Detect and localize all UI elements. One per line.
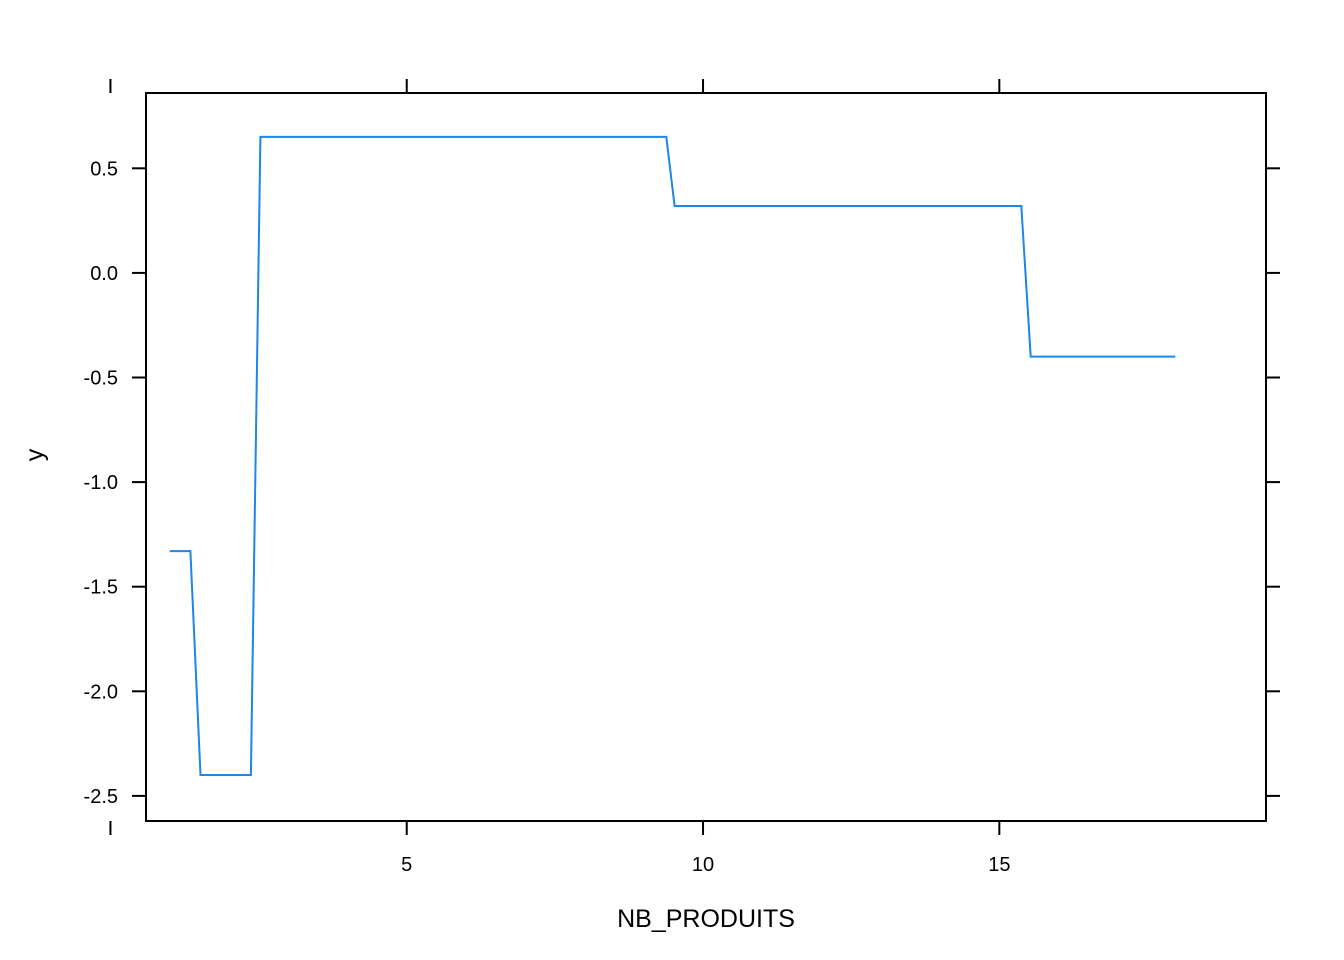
y-tick-label: -1.5 (84, 577, 118, 599)
series-line-y (169, 135, 1176, 776)
x-axis-bottom: 5 10 15 (109, 821, 1010, 876)
y-tick-label: -1.0 (84, 472, 118, 494)
y-tick-label: 0.0 (90, 263, 118, 285)
x-axis-top (109, 79, 1001, 93)
x-tick-label: 10 (692, 854, 714, 876)
y-tick-label: -2.0 (84, 681, 118, 703)
x-tick-label: 15 (988, 854, 1010, 876)
y-axis-left: 0.5 0.0 -0.5 -1.0 -1.5 -2.0 -2.5 (84, 158, 146, 808)
y-axis-title: y (21, 448, 49, 461)
y-tick-label: -2.5 (84, 786, 118, 808)
x-axis-title: NB_PRODUITS (617, 905, 795, 933)
y-tick-label: -0.5 (84, 368, 118, 390)
plot-frame (145, 92, 1267, 822)
y-axis-right (1266, 167, 1280, 797)
y-tick-label: 0.5 (90, 158, 118, 180)
x-tick-label: 5 (401, 854, 412, 876)
